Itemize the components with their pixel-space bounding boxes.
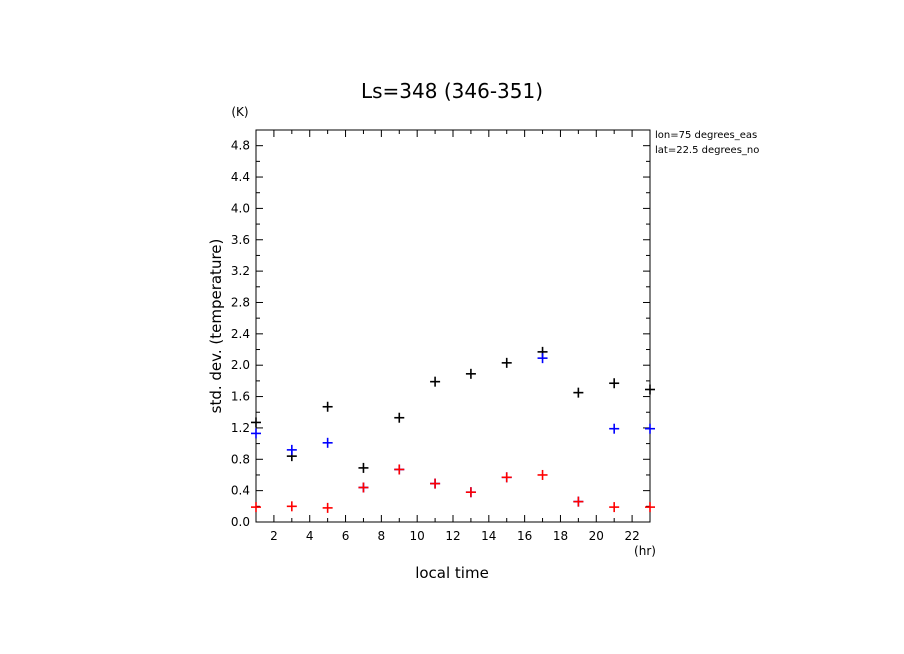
x-tick-label: 22	[624, 529, 639, 543]
data-point	[537, 469, 548, 480]
data-point	[609, 423, 620, 434]
data-point	[573, 496, 584, 507]
data-point	[430, 376, 441, 387]
data-point	[322, 502, 333, 513]
y-tick-label: 0.4	[231, 484, 250, 498]
data-point	[322, 401, 333, 412]
chart-title: Ls=348 (346-351)	[361, 79, 543, 103]
data-points	[251, 346, 655, 513]
x-tick-label: 4	[306, 529, 314, 543]
data-point	[537, 353, 548, 364]
x-axis-title: local time	[415, 564, 489, 582]
x-tick-label: 14	[481, 529, 496, 543]
y-tick-label: 2.0	[231, 358, 250, 372]
x-tick-label: 10	[410, 529, 425, 543]
annotation-lon: lon=75 degrees_eas	[655, 130, 757, 141]
data-point	[609, 502, 620, 513]
y-tick-label: 4.0	[231, 201, 250, 215]
data-point	[286, 501, 297, 512]
plot-frame	[255, 129, 651, 523]
data-point	[465, 368, 476, 379]
data-point	[573, 387, 584, 398]
data-point	[358, 462, 369, 473]
data-point	[251, 502, 261, 513]
x-tick-label: 20	[589, 529, 604, 543]
x-tick-label: 18	[553, 529, 568, 543]
y-tick-label: 2.4	[231, 327, 250, 341]
data-point	[322, 437, 333, 448]
data-point	[394, 464, 405, 475]
data-point	[251, 428, 261, 439]
x-axis-ticks: 2 4 6 8 10 12 14 16 18 20 22	[255, 130, 651, 543]
x-tick-label: 2	[270, 529, 278, 543]
data-point	[645, 384, 655, 395]
data-point	[465, 487, 476, 498]
data-point	[358, 482, 369, 493]
y-axis-title: std. dev. (temperature)	[207, 239, 225, 414]
data-point	[501, 357, 512, 368]
x-unit-label: (hr)	[634, 544, 656, 558]
x-tick-label: 12	[445, 529, 460, 543]
data-point	[430, 478, 441, 489]
y-tick-label: 0.0	[231, 515, 250, 529]
data-point	[394, 412, 405, 423]
data-point	[501, 472, 512, 483]
y-tick-label: 0.8	[231, 452, 250, 466]
annotation-lat: lat=22.5 degrees_no	[655, 145, 759, 156]
data-point	[609, 378, 620, 389]
y-unit-label: (K)	[231, 105, 248, 119]
data-point	[251, 417, 261, 428]
y-tick-label: 1.2	[231, 421, 250, 435]
data-point	[645, 423, 655, 434]
y-tick-label: 4.4	[231, 170, 250, 184]
x-tick-label: 16	[517, 529, 532, 543]
x-tick-label: 6	[342, 529, 350, 543]
y-tick-label: 4.8	[231, 139, 250, 153]
data-point	[645, 502, 655, 513]
data-point	[286, 444, 297, 455]
y-tick-label: 3.6	[231, 233, 250, 247]
y-tick-label: 3.2	[231, 264, 250, 278]
y-tick-label: 2.8	[231, 295, 250, 309]
y-tick-label: 1.6	[231, 390, 250, 404]
x-tick-label: 8	[378, 529, 386, 543]
y-axis-ticks: 0.0 0.4 0.8 1.2 1.6 2.0 2.4 2.8 3.2 3.6 4.0 4.4 4.8	[231, 129, 650, 529]
